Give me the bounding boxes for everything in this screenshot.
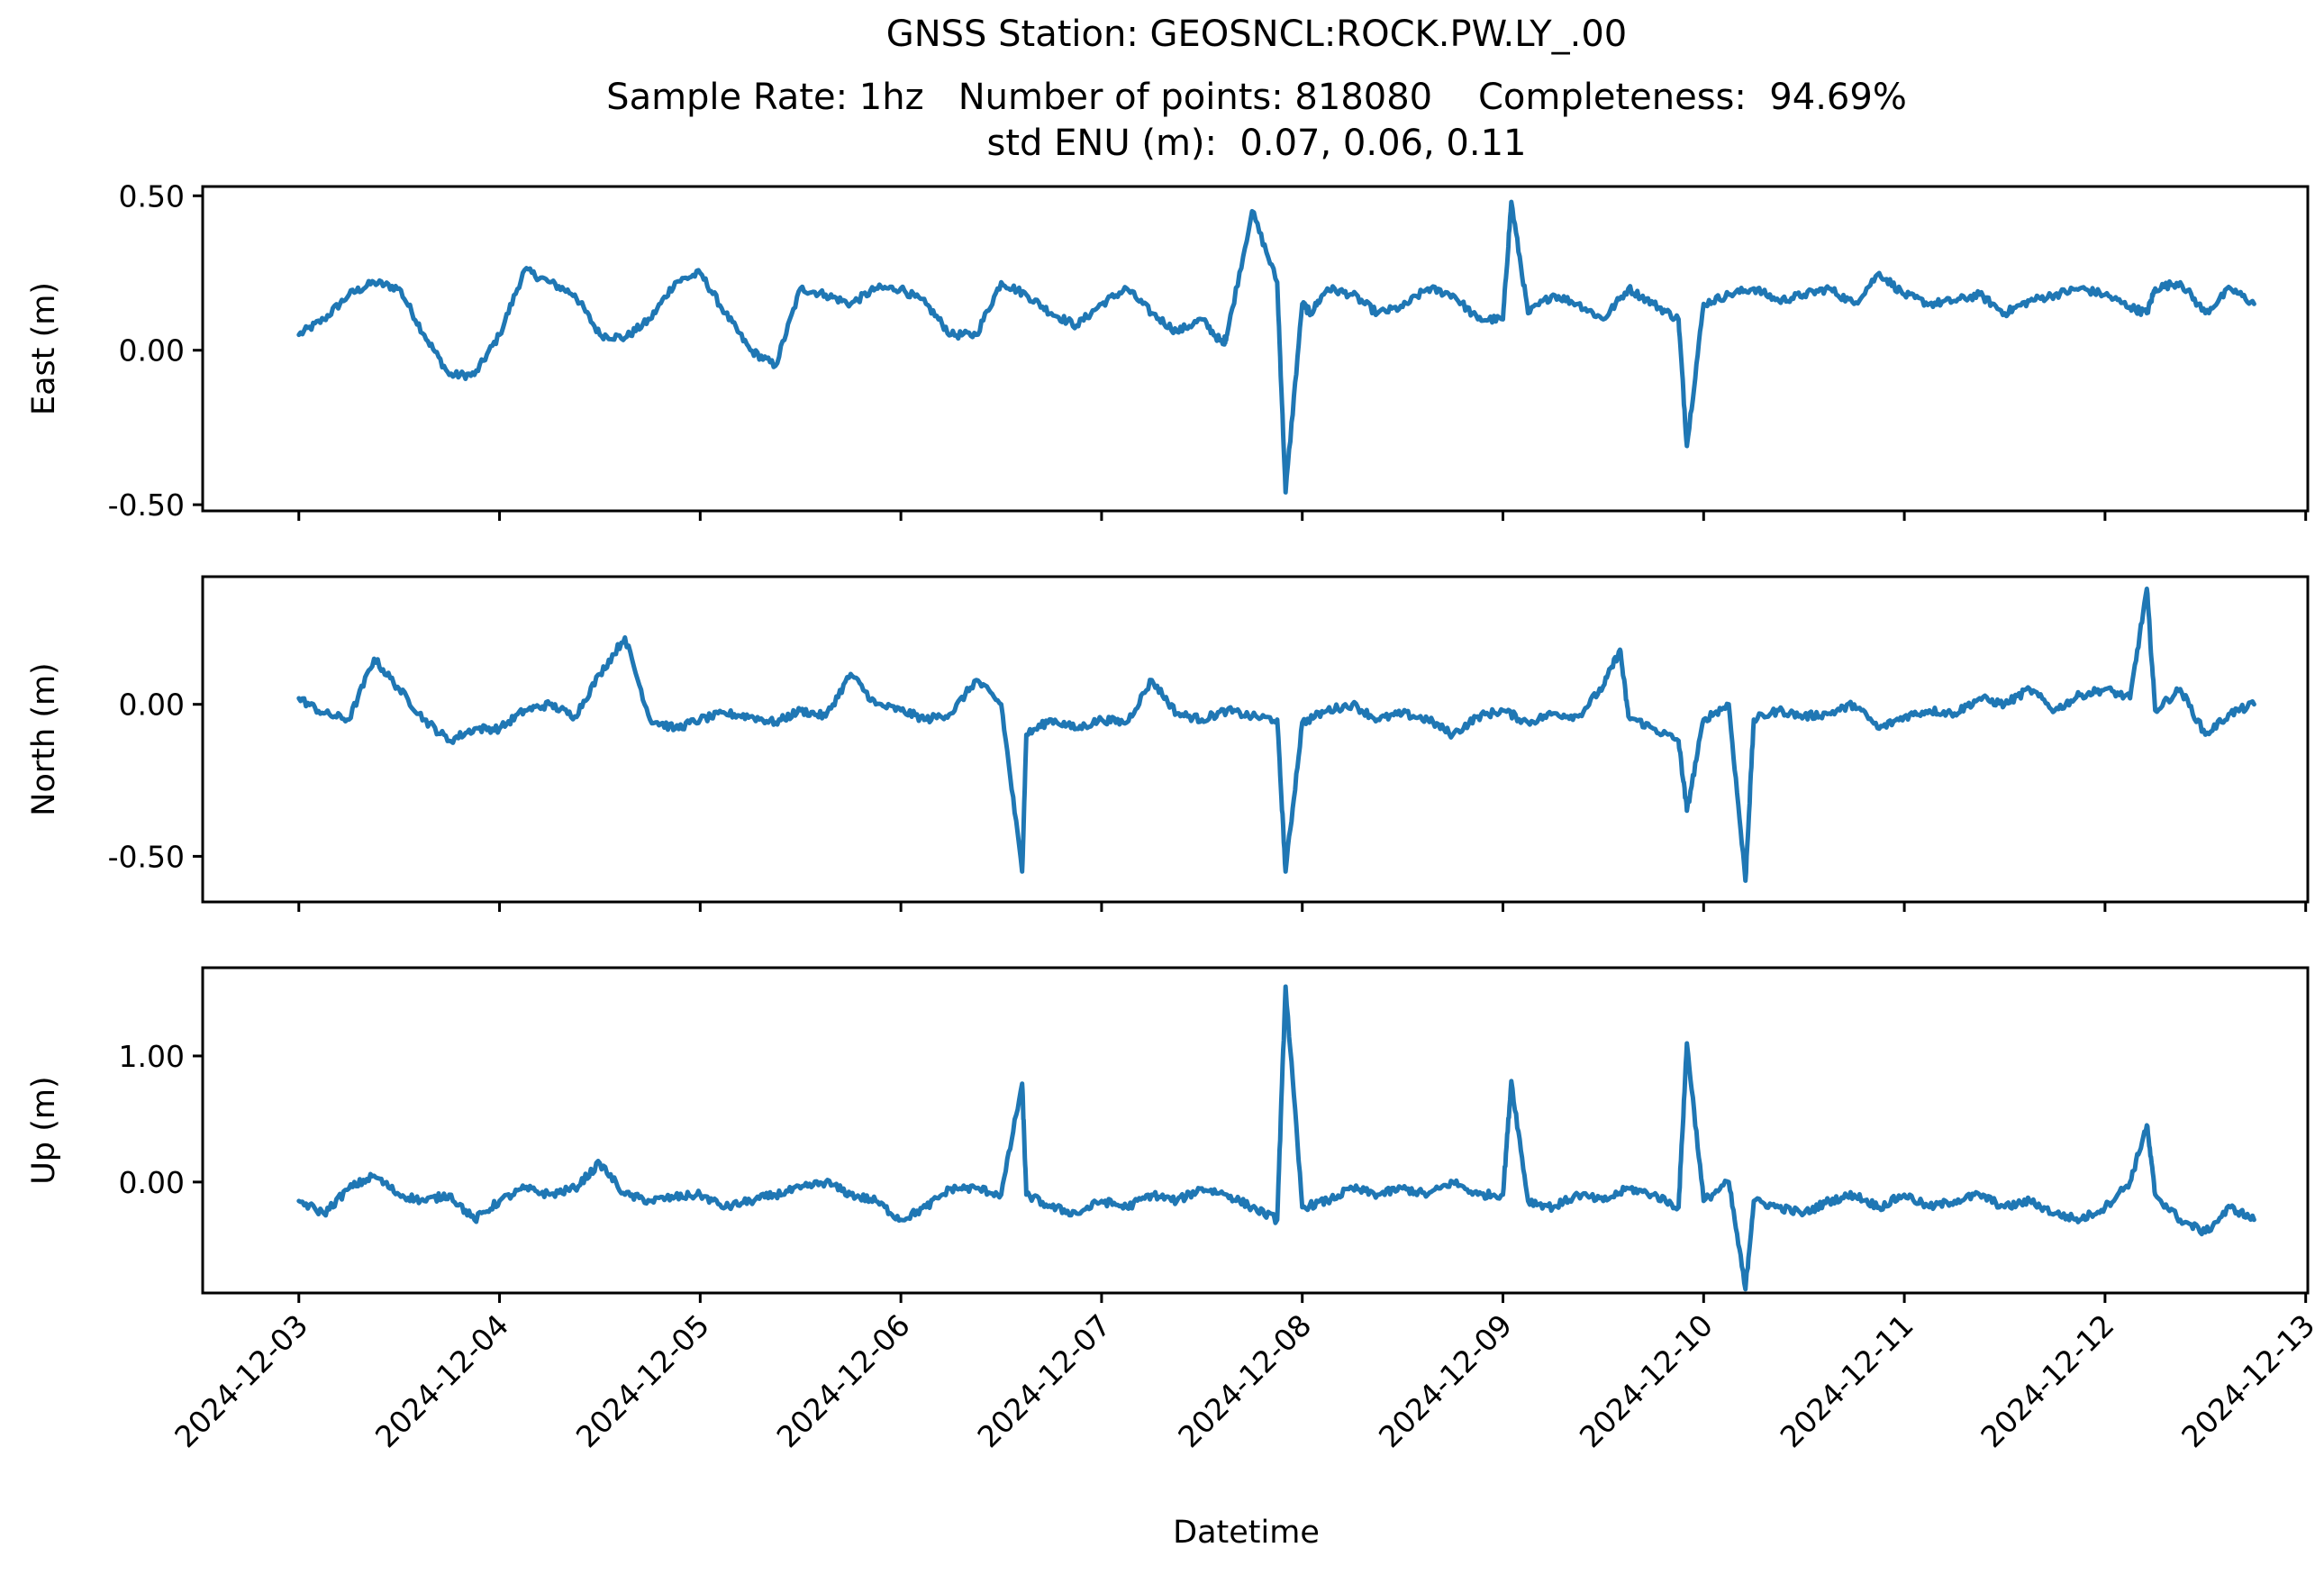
series-line-up	[296, 984, 2256, 1292]
y-axis-label: North (m)	[26, 662, 62, 815]
x-tick-label: 2024-12-07	[970, 1307, 1117, 1454]
title-line-2: Sample Rate: 1hz Number of points: 81808…	[606, 77, 1907, 118]
plot-frame-1	[201, 185, 2310, 513]
y-tick-label: 0.00	[119, 1165, 185, 1200]
y-axis-label: Up (m)	[26, 1076, 62, 1184]
x-tick-label: 2024-12-06	[770, 1307, 917, 1454]
y-tick-label: 0.00	[119, 687, 185, 723]
x-tick-label: 2024-12-11	[1774, 1307, 1920, 1454]
y-tick-label: -0.50	[108, 487, 185, 523]
x-tick-label: 2024-12-09	[1372, 1307, 1519, 1454]
title-line-3: std ENU (m): 0.07, 0.06, 0.11	[986, 123, 1527, 164]
y-tick-label: -0.50	[108, 839, 185, 874]
x-axis-label: Datetime	[1173, 1515, 1320, 1551]
x-tick-label: 2024-12-10	[1573, 1307, 1720, 1454]
x-tick-label: 2024-12-08	[1171, 1307, 1318, 1454]
y-tick-label: 1.00	[119, 1039, 185, 1074]
x-tick-label: 2024-12-04	[368, 1307, 515, 1454]
y-tick-label: 0.00	[119, 333, 185, 369]
plot-frame-3	[201, 966, 2310, 1295]
series-line-east	[296, 199, 2256, 495]
x-tick-label: 2024-12-13	[2174, 1307, 2321, 1454]
plot-frame-2	[201, 575, 2310, 904]
title-line-1: GNSS Station: GEOSNCL:ROCK.PW.LY_.00	[885, 14, 1628, 55]
y-tick-label: 0.50	[119, 178, 185, 214]
x-tick-label: 2024-12-03	[168, 1307, 314, 1454]
x-tick-label: 2024-12-05	[569, 1307, 716, 1454]
y-axis-label: East (m)	[26, 282, 62, 415]
series-line-north	[296, 587, 2256, 883]
x-tick-label: 2024-12-12	[1974, 1307, 2120, 1454]
